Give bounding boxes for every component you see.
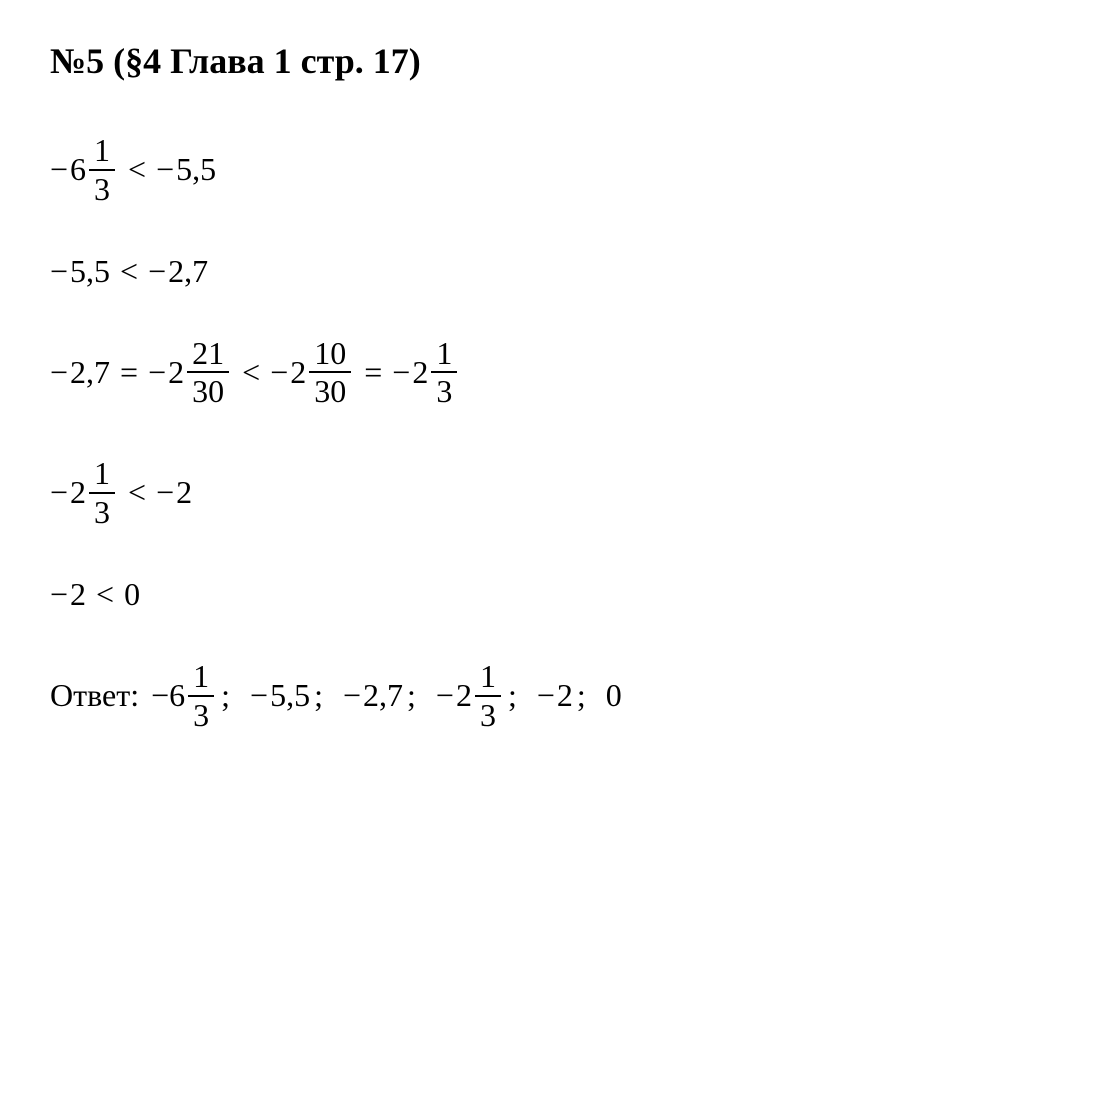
semicolon: ; (577, 677, 586, 714)
math-line-4: − 2 1 3 < − 2 (50, 455, 1044, 531)
less-than: < (128, 151, 146, 188)
whole-part: 2 (168, 354, 184, 391)
numerator: 1 (89, 455, 115, 494)
minus-sign: − (151, 677, 169, 714)
value: 5,5 (70, 253, 110, 290)
minus-sign: − (343, 677, 361, 714)
denominator: 30 (309, 373, 351, 410)
minus-sign: − (436, 677, 454, 714)
fraction: 1 3 (89, 455, 115, 531)
exercise-title: №5 (§4 Глава 1 стр. 17) (50, 40, 1044, 82)
minus-sign: − (156, 474, 174, 511)
less-than: < (120, 253, 138, 290)
less-than: < (242, 354, 260, 391)
answer-line: Ответ: − 6 1 3 ; − 5,5 ; − 2,7 ; − 2 1 3… (50, 658, 1044, 734)
value: 2,7 (168, 253, 208, 290)
whole-part: 2 (412, 354, 428, 391)
minus-sign: − (250, 677, 268, 714)
minus-sign: − (156, 151, 174, 188)
equals: = (364, 354, 382, 391)
answer-label: Ответ: (50, 677, 139, 714)
semicolon: ; (221, 677, 230, 714)
whole-part: 2 (456, 677, 472, 714)
denominator: 3 (89, 171, 115, 208)
numerator: 1 (431, 335, 457, 374)
minus-sign: − (50, 576, 68, 613)
minus-sign: − (148, 354, 166, 391)
mixed-fraction: 2 10 30 (290, 335, 354, 411)
semicolon: ; (508, 677, 517, 714)
fraction: 1 3 (431, 335, 457, 411)
value: 2,7 (70, 354, 110, 391)
minus-sign: − (148, 253, 166, 290)
less-than: < (96, 576, 114, 613)
math-line-5: − 2 < 0 (50, 576, 1044, 613)
semicolon: ; (314, 677, 323, 714)
minus-sign: − (50, 253, 68, 290)
less-than: < (128, 474, 146, 511)
fraction: 21 30 (187, 335, 229, 411)
mixed-fraction: 6 1 3 (169, 658, 217, 734)
fraction: 1 3 (188, 658, 214, 734)
value: 0 (606, 677, 622, 714)
mixed-fraction: 2 1 3 (456, 658, 504, 734)
mixed-fraction: 2 21 30 (168, 335, 232, 411)
minus-sign: − (392, 354, 410, 391)
mixed-fraction: 2 1 3 (412, 335, 460, 411)
equals: = (120, 354, 138, 391)
fraction: 1 3 (475, 658, 501, 734)
whole-part: 2 (290, 354, 306, 391)
denominator: 3 (475, 697, 501, 734)
value: 2 (557, 677, 573, 714)
minus-sign: − (270, 354, 288, 391)
whole-part: 2 (70, 474, 86, 511)
numerator: 10 (309, 335, 351, 374)
value: 2 (176, 474, 192, 511)
semicolon: ; (407, 677, 416, 714)
value: 0 (124, 576, 140, 613)
minus-sign: − (537, 677, 555, 714)
math-line-3: − 2,7 = − 2 21 30 < − 2 10 30 = − 2 1 3 (50, 335, 1044, 411)
mixed-fraction: 2 1 3 (70, 455, 118, 531)
minus-sign: − (50, 354, 68, 391)
denominator: 3 (431, 373, 457, 410)
fraction: 10 30 (309, 335, 351, 411)
mixed-fraction: 6 1 3 (70, 132, 118, 208)
fraction: 1 3 (89, 132, 115, 208)
denominator: 30 (187, 373, 229, 410)
whole-part: 6 (169, 677, 185, 714)
numerator: 1 (89, 132, 115, 171)
value: 2 (70, 576, 86, 613)
numerator: 1 (475, 658, 501, 697)
denominator: 3 (89, 494, 115, 531)
denominator: 3 (188, 697, 214, 734)
numerator: 1 (188, 658, 214, 697)
value: 2,7 (363, 677, 403, 714)
value: 5,5 (176, 151, 216, 188)
math-line-2: − 5,5 < − 2,7 (50, 253, 1044, 290)
minus-sign: − (50, 151, 68, 188)
numerator: 21 (187, 335, 229, 374)
whole-part: 6 (70, 151, 86, 188)
math-line-1: − 6 1 3 < − 5,5 (50, 132, 1044, 208)
value: 5,5 (270, 677, 310, 714)
minus-sign: − (50, 474, 68, 511)
